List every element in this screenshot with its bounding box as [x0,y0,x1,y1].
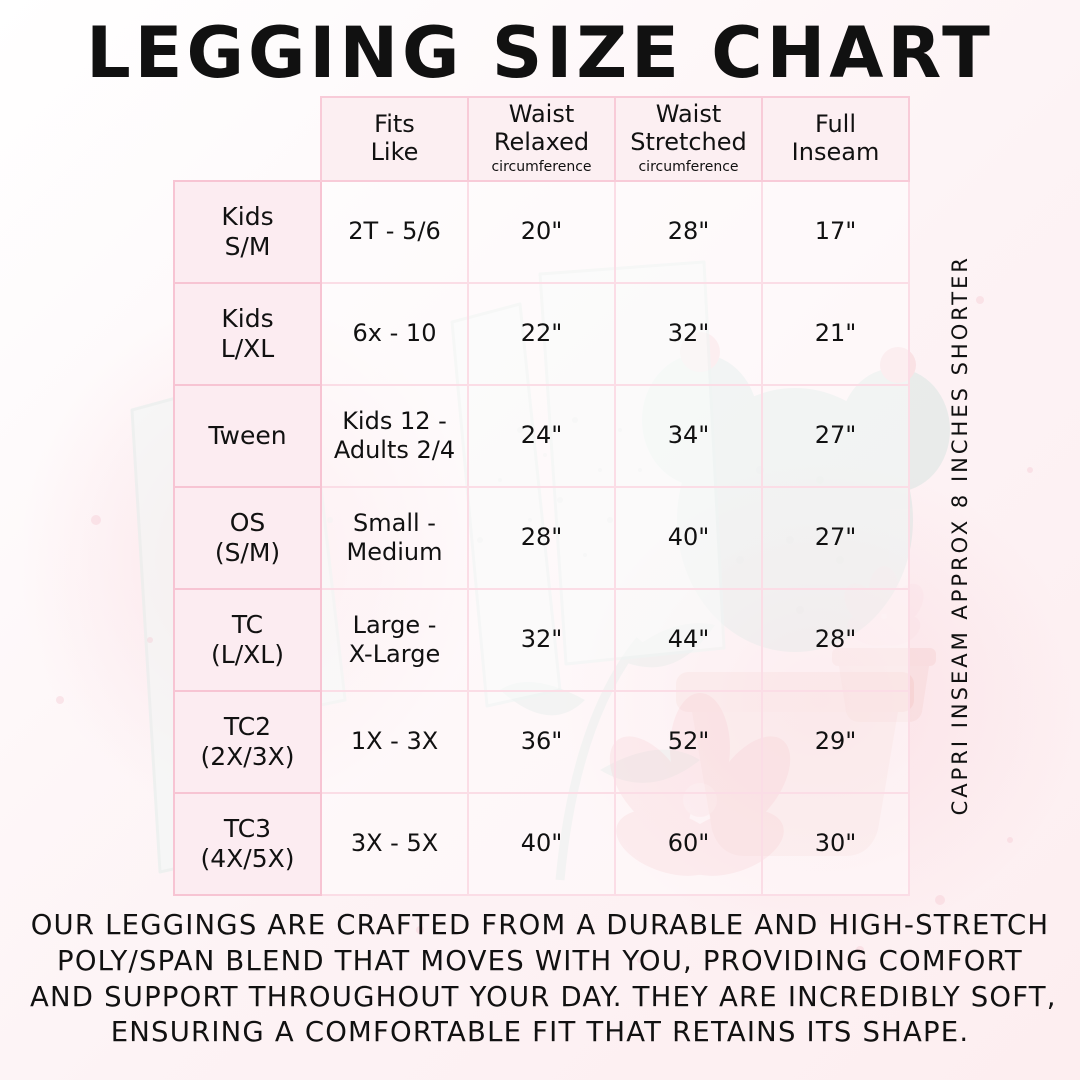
size-label-line-2: S/M [224,231,271,261]
size-label-line-2: (L/XL) [211,639,284,669]
waist-stretched-cell: 52" [614,689,763,794]
header-line-1: Fits [374,109,415,138]
size-label-line-1: Kids [221,201,274,231]
size-label-cell: Kids S/M [173,179,322,284]
waist-relaxed-cell: 20" [467,179,616,284]
capri-inseam-note-text: CAPRI INSEAM APPROX 8 INCHES SHORTER [948,254,972,816]
column-header-full-inseam: Full Inseam [761,96,910,182]
table-row: TC (L/XL) Large - X-Large 32" 44" 28" [173,587,910,692]
full-inseam-cell: 29" [761,689,910,794]
fits-line-1: Large - [352,611,437,640]
waist-relaxed-cell: 24" [467,383,616,488]
waist-relaxed-cell: 40" [467,791,616,896]
size-label-line-1: Tween [208,420,287,450]
waist-stretched-cell: 32" [614,281,763,386]
header-line-1: Full [814,109,857,138]
full-inseam-cell: 27" [761,383,910,488]
waist-relaxed-cell: 28" [467,485,616,590]
product-description: OUR LEGGINGS ARE CRAFTED FROM A DURABLE … [30,908,1057,1051]
description-line: AND SUPPORT THROUGHOUT YOUR DAY. THEY AR… [30,980,1057,1013]
size-label-line-1: TC2 [223,711,272,741]
size-label-cell: Kids L/XL [173,281,322,386]
full-inseam-cell: 28" [761,587,910,692]
description-line: ENSURING A COMFORTABLE FIT THAT RETAINS … [110,1016,970,1049]
waist-relaxed-cell: 22" [467,281,616,386]
column-header-waist-stretched: Waist Stretched circumference [614,96,763,182]
waist-stretched-cell: 44" [614,587,763,692]
full-inseam-cell: 17" [761,179,910,284]
fits-line-1: Kids 12 - [342,407,447,436]
size-label-line-1: OS [229,507,266,537]
waist-stretched-cell: 60" [614,791,763,896]
size-label-line-2: (2X/3X) [200,741,295,771]
fits-line-1: 3X - 5X [350,829,439,858]
fits-line-1: 2T - 5/6 [348,217,441,246]
capri-inseam-note: CAPRI INSEAM APPROX 8 INCHES SHORTER [930,245,990,825]
description-line: OUR LEGGINGS ARE CRAFTED FROM A DURABLE … [30,909,1050,941]
size-label-cell: TC2 (2X/3X) [173,689,322,794]
table-row: Kids L/XL 6x - 10 22" 32" 21" [173,281,910,386]
table-row: TC2 (2X/3X) 1X - 3X 36" 52" 29" [173,689,910,794]
waist-stretched-cell: 40" [614,485,763,590]
table-row: OS (S/M) Small - Medium 28" 40" 27" [173,485,910,590]
table-header-row: Fits Like Waist Relaxed circumference Wa… [174,96,910,182]
full-inseam-cell: 21" [761,281,910,386]
description-line: POLY/SPAN BLEND THAT MOVES WITH YOU, PRO… [57,944,1023,977]
fits-line-1: Small - [353,509,436,538]
size-label-line-1: TC [231,609,264,639]
fits-like-cell: 1X - 3X [320,689,469,794]
table-row: Tween Kids 12 - Adults 2/4 24" 34" 27" [173,383,910,488]
header-line-2: Relaxed [493,128,590,157]
fits-like-cell: 2T - 5/6 [320,179,469,284]
fits-like-cell: 6x - 10 [320,281,469,386]
header-line-2: Stretched [630,128,747,157]
size-label-cell: TC3 (4X/5X) [173,791,322,896]
header-line-1: Waist [508,100,575,128]
page-title: LEGGING SIZE CHART [86,12,994,94]
size-label-cell: Tween [173,383,322,488]
fits-line-1: 6x - 10 [352,319,437,348]
size-label-line-1: Kids [221,303,274,333]
fits-line-2: X-Large [348,639,441,668]
fits-line-2: Adults 2/4 [333,435,456,464]
fits-like-cell: Small - Medium [320,485,469,590]
legging-size-chart-table: Fits Like Waist Relaxed circumference Wa… [173,96,910,896]
column-header-fits-like: Fits Like [320,96,469,182]
table-row: TC3 (4X/5X) 3X - 5X 40" 60" 30" [173,791,910,896]
column-header-waist-relaxed: Waist Relaxed circumference [467,96,616,182]
fits-like-cell: Large - X-Large [320,587,469,692]
waist-relaxed-cell: 32" [467,587,616,692]
size-label-line-1: TC3 [223,813,272,843]
header-subtext: circumference [491,158,592,175]
size-label-line-2: L/XL [220,333,275,363]
header-line-2: Inseam [791,137,880,166]
size-label-line-2: (4X/5X) [200,843,295,873]
waist-relaxed-cell: 36" [467,689,616,794]
fits-like-cell: 3X - 5X [320,791,469,896]
size-label-cell: OS (S/M) [173,485,322,590]
header-line-2: Like [370,137,419,166]
table-row: Kids S/M 2T - 5/6 20" 28" 17" [173,179,910,284]
header-line-1: Waist [655,100,722,128]
full-inseam-cell: 30" [761,791,910,896]
fits-line-1: 1X - 3X [350,727,439,756]
size-label-line-2: (S/M) [214,537,281,567]
waist-stretched-cell: 28" [614,179,763,284]
fits-line-2: Medium [346,537,443,566]
table-corner-cell [174,97,321,181]
waist-stretched-cell: 34" [614,383,763,488]
fits-like-cell: Kids 12 - Adults 2/4 [320,383,469,488]
header-subtext: circumference [638,158,739,175]
full-inseam-cell: 27" [761,485,910,590]
size-label-cell: TC (L/XL) [173,587,322,692]
